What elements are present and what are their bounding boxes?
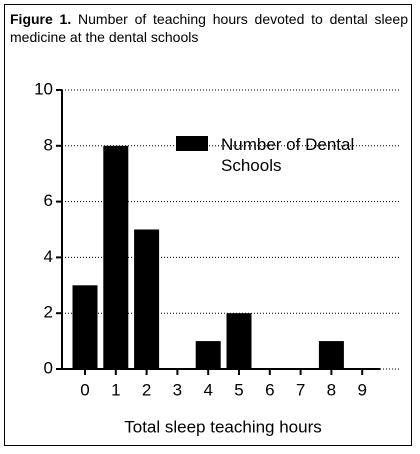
x-tick-label: 2 (142, 380, 151, 399)
legend-swatch (176, 136, 208, 151)
bar (318, 341, 344, 369)
bar (72, 285, 98, 369)
x-tick-label: 7 (296, 380, 305, 399)
x-tick-label: 9 (357, 380, 366, 399)
y-tick-label: 10 (34, 79, 53, 98)
figure-frame (4, 4, 412, 446)
x-axis-title: Total sleep teaching hours (124, 417, 322, 436)
y-tick-label: 8 (44, 135, 53, 154)
y-tick-label: 0 (44, 358, 53, 377)
x-tick-label: 3 (173, 380, 182, 399)
x-tick-label: 4 (203, 380, 212, 399)
bar (195, 341, 221, 369)
x-tick-label: 6 (265, 380, 274, 399)
legend-label: Number of Dental Schools (221, 135, 355, 175)
bar (226, 313, 252, 369)
bar (134, 229, 160, 369)
x-tick-label: 1 (111, 380, 120, 399)
x-tick-label: 5 (234, 380, 243, 399)
figure-label: Figure 1. (10, 11, 72, 27)
y-tick-label: 4 (44, 247, 53, 266)
x-tick-label: 0 (80, 380, 89, 399)
figure-caption: Figure 1. Number of teaching hours devot… (10, 10, 408, 46)
x-tick-label: 8 (327, 380, 336, 399)
chart-title: Number of teaching hours devoted to dent… (10, 11, 408, 45)
y-tick-label: 2 (44, 303, 53, 322)
y-tick-label: 6 (44, 191, 53, 210)
bar (103, 145, 129, 369)
